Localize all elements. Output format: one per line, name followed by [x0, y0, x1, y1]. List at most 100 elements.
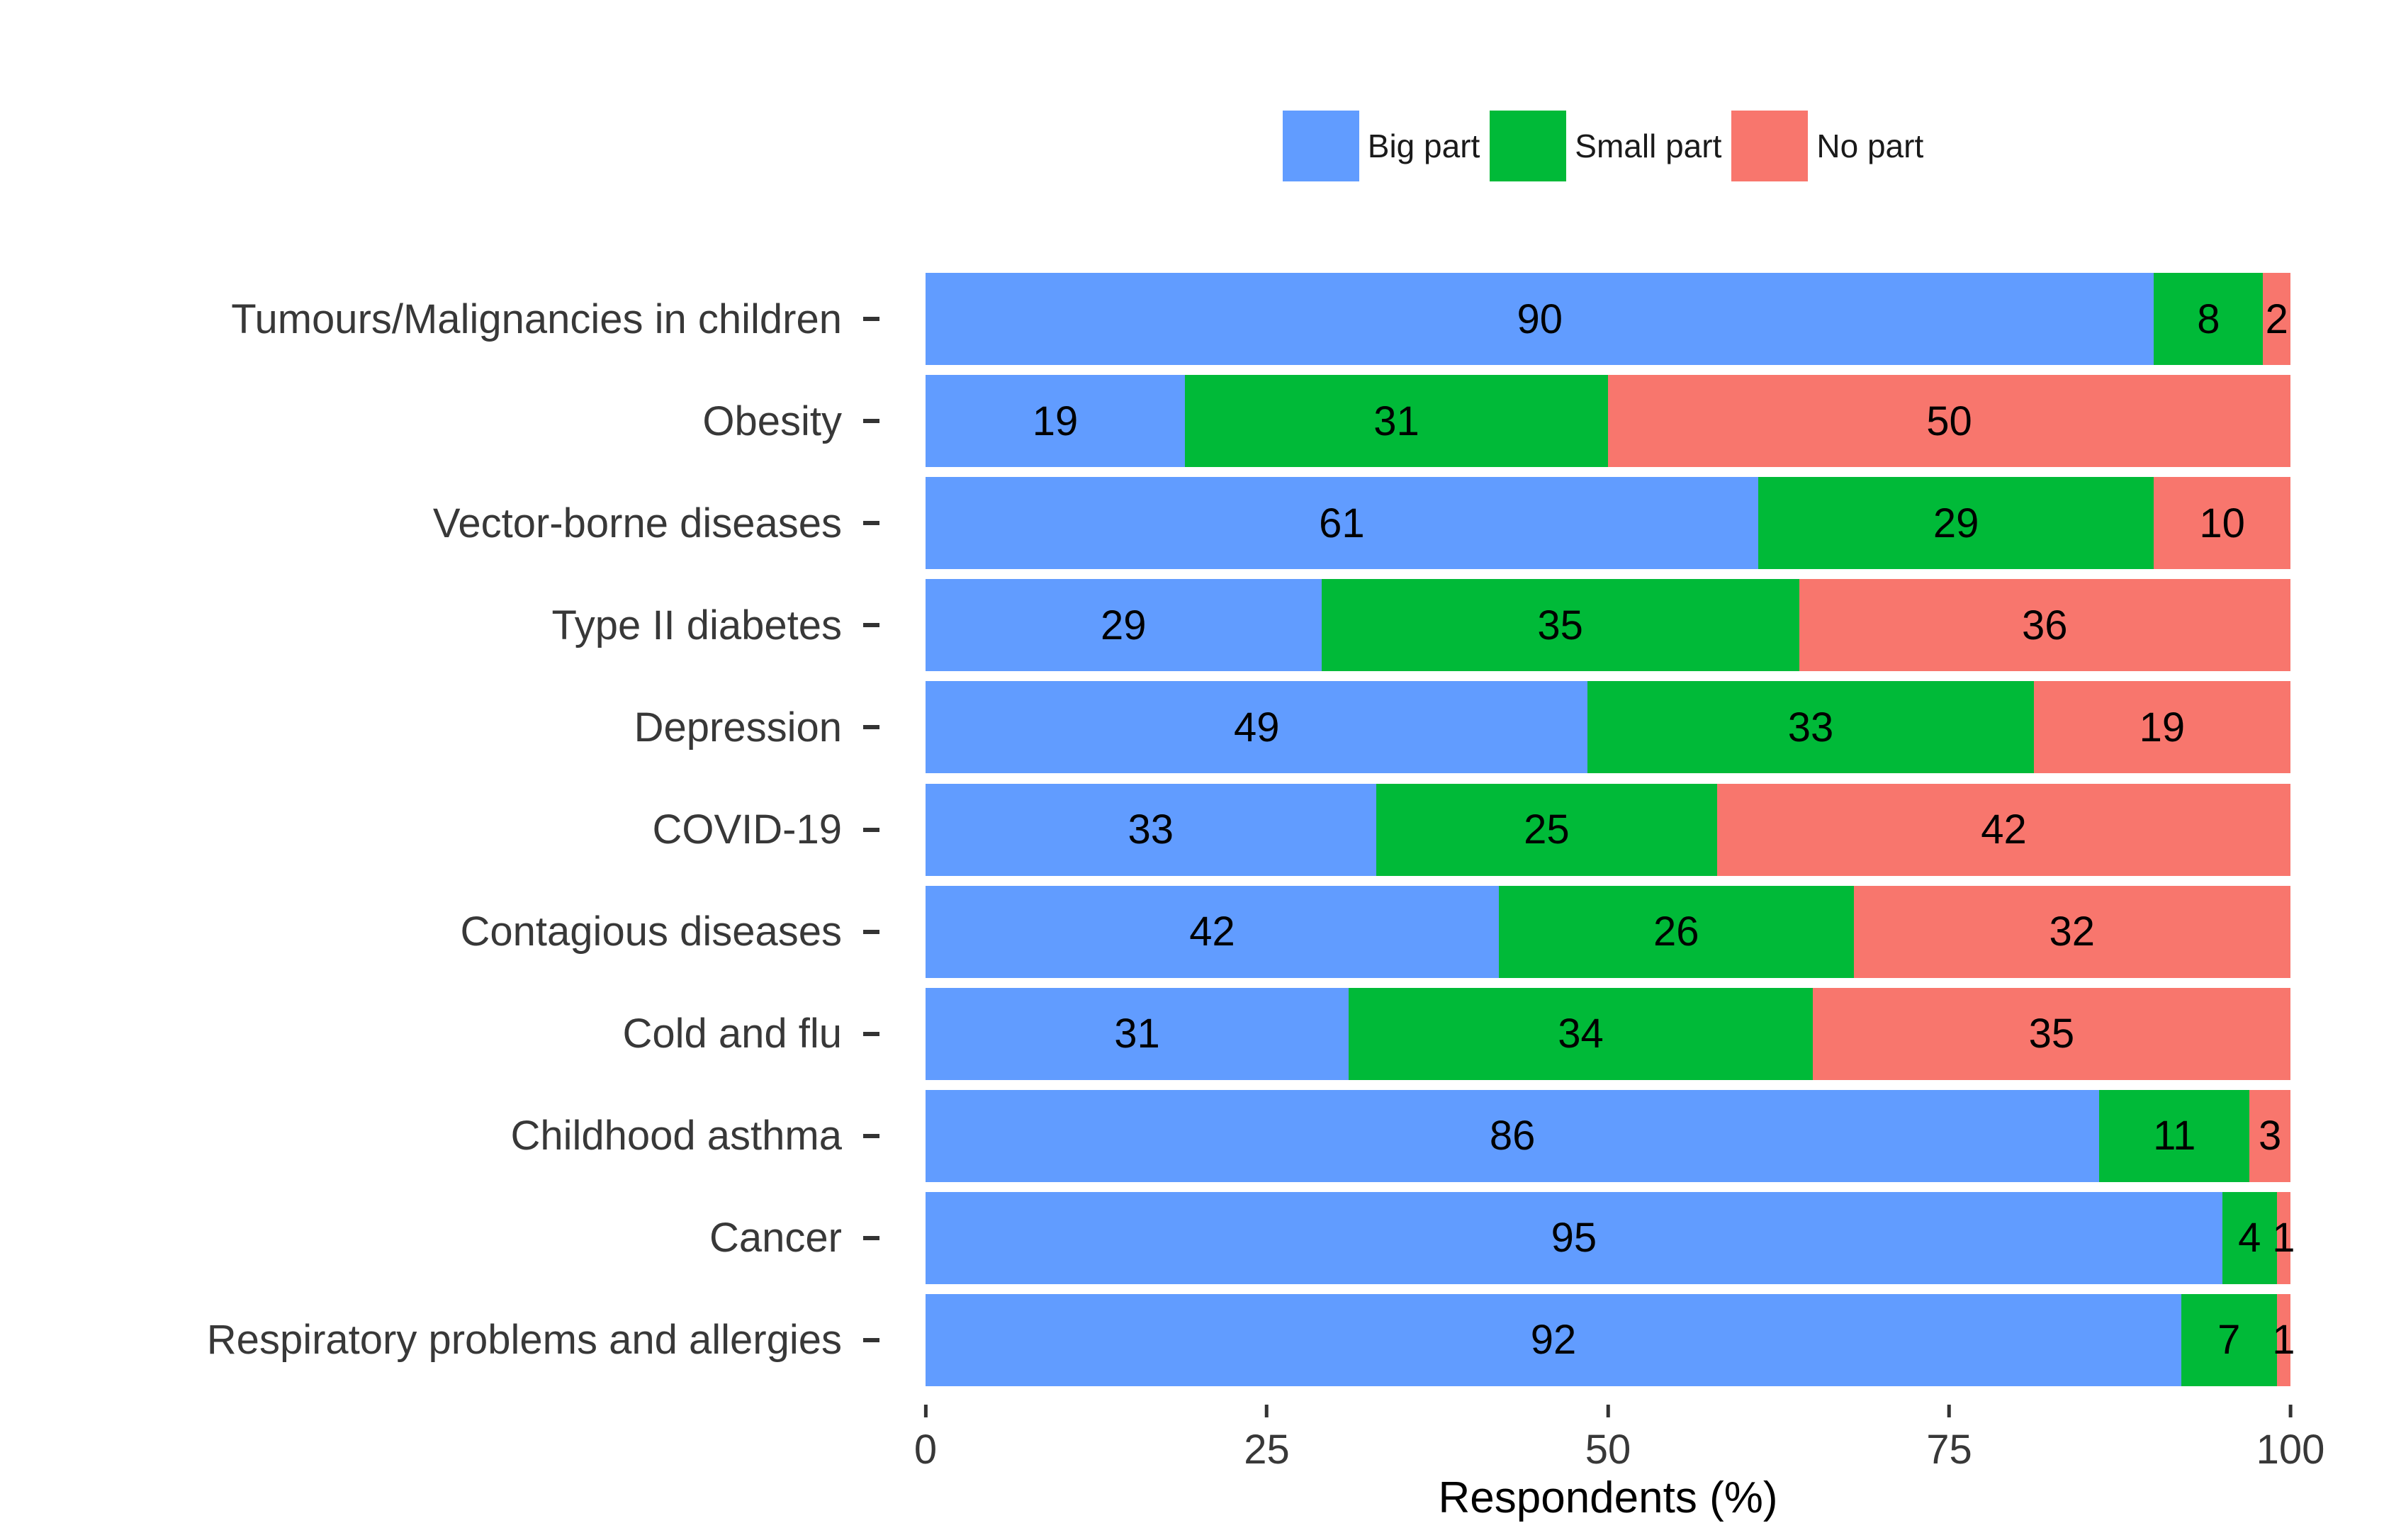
- y-axis-tick-mark: [863, 725, 879, 730]
- bar-segment-big-part: 95: [926, 1191, 2222, 1284]
- legend-item-no-part: No part: [1731, 111, 1933, 181]
- bar-segment-small-part: 25: [1376, 783, 1718, 876]
- y-axis-tick-mark: [863, 419, 879, 424]
- bar-segment-no-part: 10: [2154, 477, 2290, 570]
- segment-value-label: 92: [1530, 1317, 1577, 1364]
- bar-segment-no-part: 32: [1853, 885, 2290, 978]
- x-tick-mark: [1264, 1405, 1269, 1417]
- bar-track-type-ii-diabetes: 29 35 36: [926, 579, 2290, 672]
- bar-segment-no-part: 2: [2263, 273, 2290, 366]
- bar-segment-small-part: 29: [1758, 477, 2154, 570]
- bar-segment-big-part: 92: [926, 1293, 2181, 1386]
- segment-value-label: 61: [1319, 500, 1365, 546]
- segment-value-label: 1: [2272, 1215, 2295, 1261]
- y-axis-tick-mark: [863, 1235, 879, 1240]
- segment-value-label: 33: [1787, 704, 1834, 751]
- y-axis-tick-mark: [863, 317, 879, 322]
- bar-segment-big-part: 29: [926, 579, 1322, 672]
- bar-segment-no-part: 1: [2272, 1293, 2295, 1386]
- segment-value-label: 35: [2028, 1011, 2075, 1057]
- bar-segment-big-part: 86: [926, 1089, 2100, 1182]
- bar-row-vector-borne-diseases: Vector-borne diseases 61 29 10: [0, 472, 2290, 574]
- bar-segment-small-part: 11: [2099, 1089, 2250, 1182]
- x-tick-label: 25: [1244, 1427, 1290, 1473]
- y-axis-tick-mark: [863, 1337, 879, 1342]
- segment-value-label: 42: [1981, 806, 2027, 853]
- y-axis-tick-mark: [863, 521, 879, 526]
- segment-value-label: 33: [1128, 806, 1174, 853]
- x-tick-label: 100: [2256, 1427, 2325, 1473]
- segment-value-label: 95: [1551, 1215, 1597, 1261]
- bar-segment-small-part: 31: [1184, 375, 1608, 468]
- segment-value-label: 34: [1558, 1011, 1604, 1057]
- legend-label-small-part: Small part: [1575, 128, 1722, 164]
- bar-segment-small-part: 7: [2181, 1293, 2277, 1386]
- bar-row-contagious-diseases: Contagious diseases 42 26 32: [0, 881, 2290, 983]
- category-label-childhood-asthma: Childhood asthma: [510, 1113, 842, 1159]
- y-axis-tick-mark: [863, 623, 879, 628]
- category-label-tumours-malignancies-in-children: Tumours/Malignancies in children: [231, 296, 842, 342]
- x-tick-label: 50: [1585, 1427, 1631, 1473]
- bar-segment-no-part: 3: [2249, 1089, 2290, 1182]
- legend-swatch-no-part: [1731, 111, 1809, 181]
- y-axis-tick-mark: [863, 827, 879, 832]
- legend-item-big-part: Big part: [1282, 111, 1490, 181]
- segment-value-label: 8: [2197, 296, 2220, 342]
- bar-segment-big-part: 49: [926, 681, 1588, 774]
- bar-row-respiratory-problems-and-allergies: Respiratory problems and allergies 92 7 1: [0, 1289, 2295, 1391]
- segment-value-label: 36: [2022, 602, 2068, 648]
- segment-value-label: 29: [1101, 602, 1147, 648]
- x-tick-mark: [2288, 1405, 2293, 1417]
- x-tick-0: 0: [914, 1391, 937, 1473]
- x-tick-100: 100: [2256, 1391, 2325, 1473]
- bar-segment-small-part: 8: [2154, 273, 2264, 366]
- segment-value-label: 29: [1933, 500, 1979, 546]
- category-label-covid-19: COVID-19: [652, 806, 842, 853]
- y-axis-tick-mark: [863, 1133, 879, 1138]
- bar-segment-small-part: 4: [2222, 1191, 2277, 1284]
- bar-track-childhood-asthma: 86 11 3: [926, 1089, 2290, 1182]
- bar-track-obesity: 19 31 50: [926, 375, 2290, 468]
- segment-value-label: 11: [2153, 1113, 2196, 1159]
- bar-row-cancer: Cancer 95 4 1: [0, 1187, 2295, 1289]
- segment-value-label: 7: [2217, 1317, 2241, 1364]
- legend-swatch-small-part: [1490, 111, 1567, 181]
- segment-value-label: 3: [2258, 1113, 2282, 1159]
- bar-track-contagious-diseases: 42 26 32: [926, 885, 2290, 978]
- bar-row-childhood-asthma: Childhood asthma 86 11 3: [0, 1085, 2290, 1187]
- segment-value-label: 19: [1032, 398, 1079, 444]
- bar-rows-container: Tumours/Malignancies in children 90 8 2 Obes…: [0, 268, 2295, 1391]
- x-tick-50: 50: [1585, 1391, 1631, 1473]
- x-tick-label: 75: [1926, 1427, 1972, 1473]
- segment-value-label: 4: [2238, 1215, 2261, 1261]
- bar-row-type-ii-diabetes: Type II diabetes 29 35 36: [0, 574, 2290, 676]
- segment-value-label: 31: [1373, 398, 1419, 444]
- bar-segment-no-part: 42: [1717, 783, 2290, 876]
- bar-segment-big-part: 33: [926, 783, 1376, 876]
- bar-segment-small-part: 35: [1321, 579, 1799, 672]
- x-tick-mark: [923, 1405, 928, 1417]
- bar-segment-small-part: 34: [1349, 987, 1813, 1080]
- bar-segment-small-part: 26: [1498, 885, 1854, 978]
- x-tick-mark: [1947, 1405, 1951, 1417]
- legend-label-no-part: No part: [1816, 128, 1924, 164]
- bar-track-covid-19: 33 25 42: [926, 783, 2290, 876]
- bar-segment-big-part: 19: [926, 375, 1185, 468]
- bar-segment-big-part: 61: [926, 477, 1758, 570]
- bar-segment-no-part: 19: [2033, 681, 2290, 774]
- segment-value-label: 35: [1537, 602, 1583, 648]
- segment-value-label: 42: [1189, 909, 1235, 955]
- segment-value-label: 19: [2139, 704, 2186, 751]
- category-label-cancer: Cancer: [709, 1215, 842, 1261]
- bar-track-tumours-malignancies-in-children: 90 8 2: [926, 273, 2290, 366]
- y-axis-tick-mark: [863, 1031, 879, 1036]
- category-label-depression: Depression: [634, 704, 842, 751]
- bar-segment-big-part: 90: [926, 273, 2154, 366]
- bar-row-obesity: Obesity 19 31 50: [0, 370, 2290, 472]
- x-axis-title: Respondents (%): [1438, 1473, 1778, 1522]
- bar-segment-no-part: 50: [1607, 375, 2290, 468]
- segment-value-label: 2: [2265, 296, 2288, 342]
- bar-segment-no-part: 36: [1799, 579, 2290, 672]
- bar-row-tumours-malignancies-in-children: Tumours/Malignancies in children 90 8 2: [0, 268, 2290, 370]
